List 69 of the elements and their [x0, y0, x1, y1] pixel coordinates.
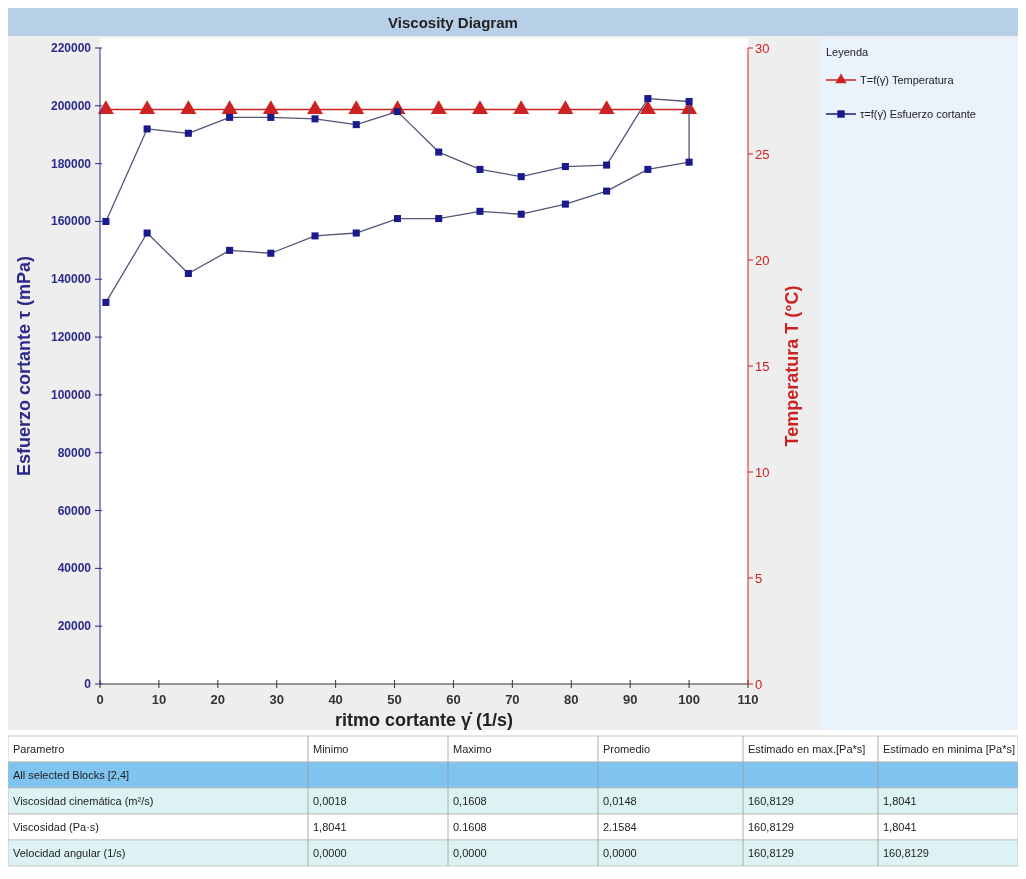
- y2-tick-label: 5: [755, 571, 763, 586]
- point: [476, 207, 484, 215]
- x-tick-label: 0: [96, 692, 104, 707]
- point: [267, 249, 275, 257]
- legend-label: τ=f(γ̇) Esfuerzo cortante: [860, 108, 976, 120]
- point: [435, 148, 443, 156]
- x-tick-label: 20: [210, 692, 226, 707]
- x-tick-label: 10: [151, 692, 167, 707]
- point: [393, 215, 402, 223]
- point: [143, 125, 151, 133]
- x-tick-label: 50: [387, 692, 402, 707]
- point: [644, 165, 652, 173]
- point: [561, 200, 569, 208]
- y-tick-label: 220000: [50, 41, 92, 55]
- y2-tick-label: 10: [755, 465, 770, 480]
- y-tick-label: 140000: [50, 272, 92, 287]
- x-tick-label: 80: [564, 692, 579, 707]
- point: [143, 229, 151, 237]
- x-tick-label: 70: [505, 692, 520, 707]
- y-tick-label: 80000: [57, 445, 92, 460]
- legend-title: Leyenda: [826, 46, 870, 58]
- point: [102, 298, 110, 306]
- y-tick-label: 180000: [50, 156, 92, 171]
- point: [267, 113, 275, 121]
- x-tick-label: 30: [269, 692, 284, 707]
- chart-title: Viscosity Diagram: [388, 14, 518, 31]
- x-tick-label: 110: [737, 692, 759, 707]
- point: [226, 113, 234, 121]
- x-axis-title: ritmo cortante γ̇ (1/s): [334, 710, 514, 730]
- point: [352, 121, 360, 129]
- y-tick-label: 0: [84, 677, 92, 691]
- y-tick-label: 60000: [57, 503, 92, 518]
- point: [226, 246, 234, 254]
- point: [311, 115, 319, 123]
- x-tick-label: 100: [678, 692, 700, 707]
- y2-tick-label: 0: [755, 677, 763, 692]
- y2-tick-label: 15: [755, 359, 770, 374]
- point: [644, 95, 652, 103]
- data-table: Parametro Minimo Maximo Promedio Estimado en max.[Pa*s] Estimado en minima [Pa*s] All selected Blocks [2,4] Viscosidad cinemática (m²/s) 0,0018 0,1608 0,0148 160,8129 1,8041 Viscosidad (Pa·s) 1,8041 0.1608 2.1584 160,8129 1,8041 Velocidad angular (1/s) 0,0000 0,0000 0,0000 160,8129 160,8129: [8, 735, 1018, 867]
- point: [603, 187, 611, 195]
- point: [393, 108, 402, 116]
- x-tick-label: 40: [328, 692, 343, 707]
- point: [603, 161, 611, 169]
- point: [184, 269, 192, 278]
- y-tick-label: 160000: [50, 214, 92, 229]
- point: [102, 217, 110, 225]
- x-tick-label: 90: [622, 692, 638, 707]
- point: [517, 210, 525, 218]
- y-axis-title: Esfuerzo cortante τ (mPa): [14, 255, 34, 477]
- point: [435, 215, 443, 223]
- point: [184, 129, 192, 137]
- x-tick-label: 60: [446, 692, 461, 707]
- y2-tick-label: 25: [755, 147, 770, 162]
- y-tick-label: 120000: [50, 330, 92, 345]
- y-tick-label: 20000: [57, 619, 92, 634]
- point: [517, 173, 525, 181]
- y-tick-label: 200000: [50, 98, 92, 113]
- y2-axis-title: Temperatura T (°C): [782, 285, 802, 447]
- y-tick-label: 100000: [50, 387, 92, 402]
- point: [561, 162, 569, 171]
- point: [685, 158, 693, 166]
- point: [476, 165, 484, 173]
- point: [685, 97, 693, 106]
- legend-label: T=f(γ̇) Temperatura: [860, 74, 955, 86]
- point: [352, 229, 360, 237]
- y2-tick-label: 30: [755, 41, 770, 56]
- point: [311, 232, 319, 240]
- y-tick-label: 40000: [57, 561, 92, 576]
- y2-tick-label: 20: [755, 253, 770, 268]
